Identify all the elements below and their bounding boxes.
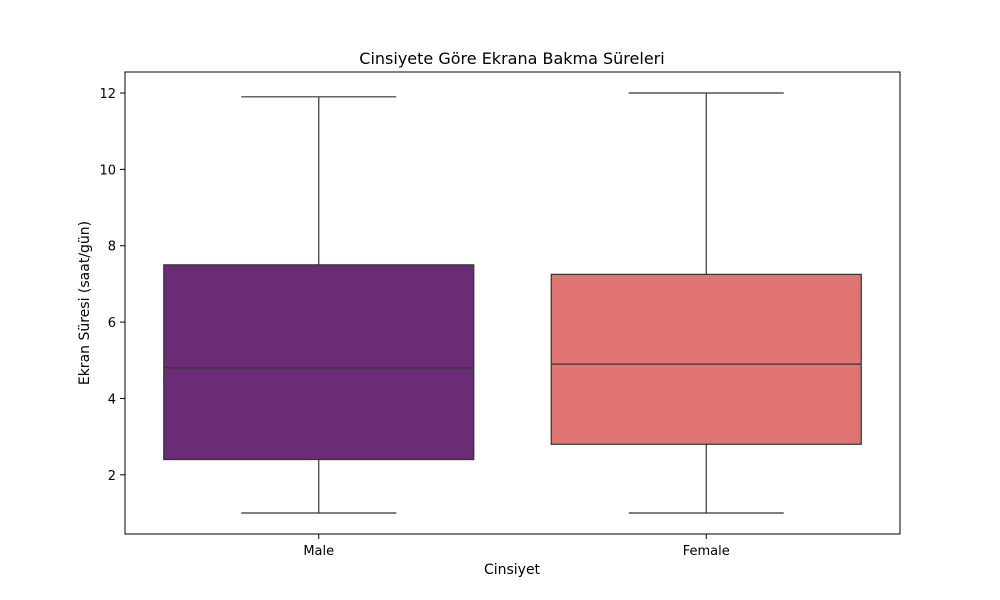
y-tick-label-4: 4 (108, 392, 116, 407)
plot-area (163, 92, 862, 514)
x-axis-label: Cinsiyet (484, 562, 541, 578)
x-tick-label-female: Female (683, 544, 730, 559)
box-female (550, 273, 862, 445)
plot-frame (124, 71, 901, 535)
chart-title: Cinsiyete Göre Ekrana Bakma Süreleri (359, 49, 664, 68)
x-tick-label-male: Male (303, 544, 334, 559)
box-group-female (550, 92, 862, 514)
y-tick-label-6: 6 (108, 316, 116, 331)
y-tick-label-8: 8 (108, 240, 116, 255)
y-tick-label-2: 2 (108, 469, 116, 484)
y-axis-label: Ekran Süresi (saat/gün) (77, 221, 93, 385)
box-male (163, 264, 475, 461)
y-tick-label-12: 12 (99, 87, 116, 102)
box-group-male (163, 96, 475, 514)
x-axis: Male Female (303, 534, 730, 559)
y-tick-label-10: 10 (99, 163, 116, 178)
y-axis: 2 4 6 8 10 12 (99, 87, 125, 484)
